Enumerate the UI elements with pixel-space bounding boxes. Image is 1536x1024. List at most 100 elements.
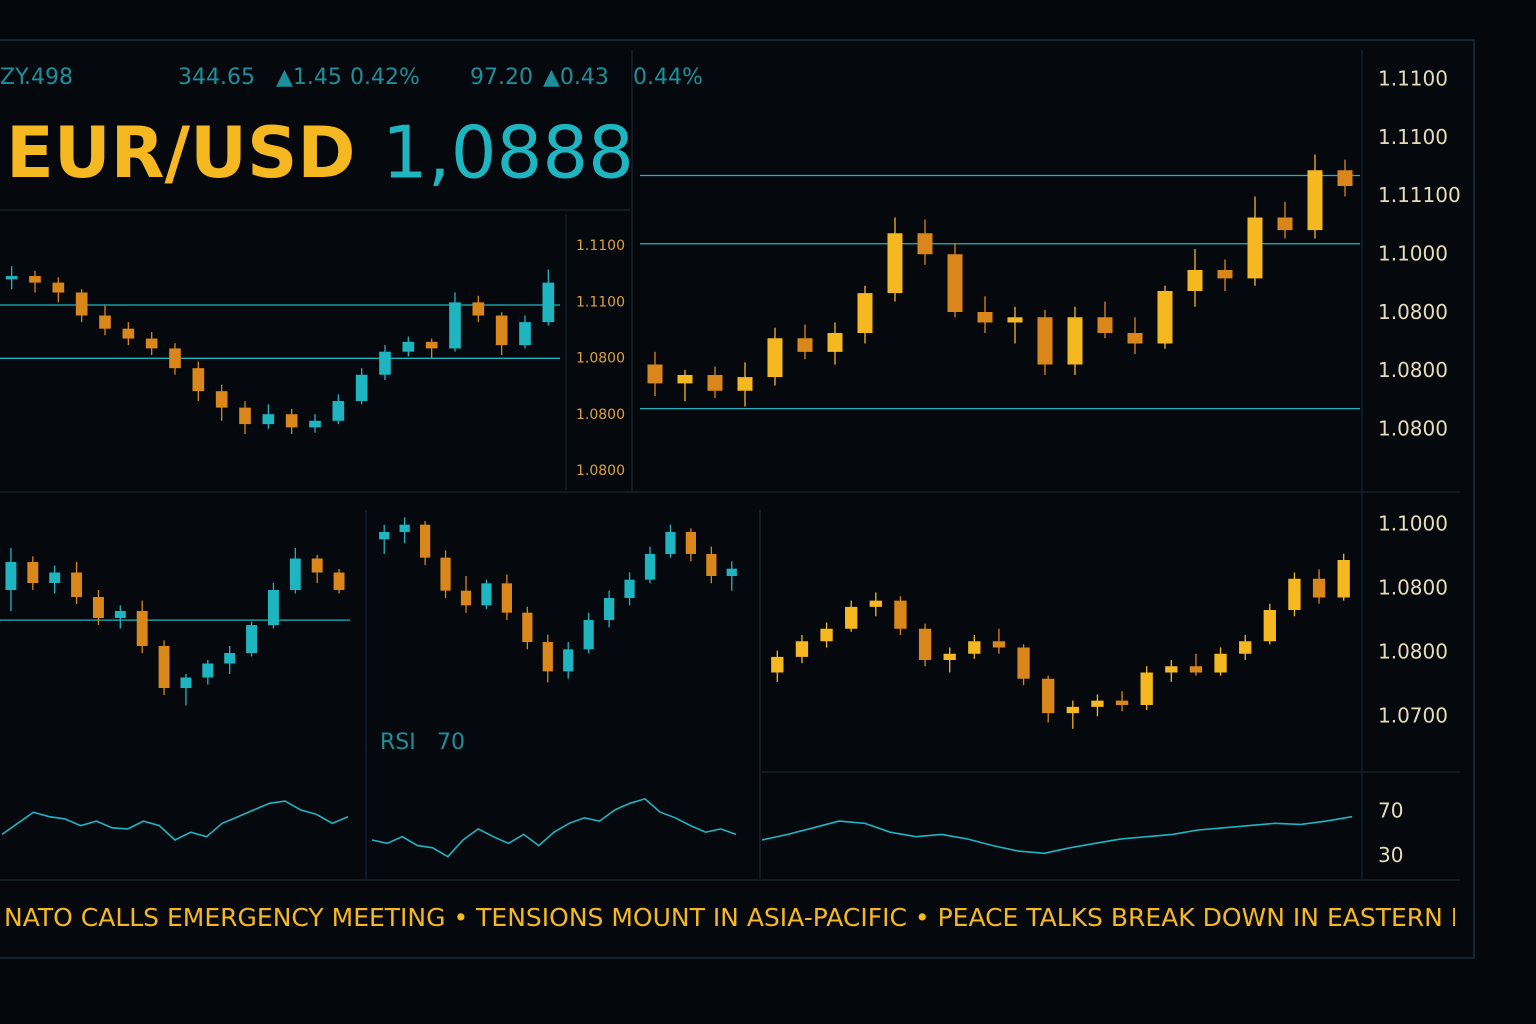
y-tick-label: 70 <box>1378 799 1403 823</box>
candle-body <box>542 282 555 323</box>
candle-body <box>887 233 903 294</box>
candle-body <box>647 364 663 384</box>
axis-label: 1.0800 <box>1378 358 1448 382</box>
candle-body <box>968 641 981 654</box>
candle-body <box>707 375 723 391</box>
candle-body <box>917 233 933 255</box>
candle-body <box>737 377 753 391</box>
candle-body <box>1307 170 1323 231</box>
candle-body <box>114 611 126 618</box>
candle-body <box>706 554 717 576</box>
candle-body <box>797 338 813 352</box>
candle-body <box>289 558 301 590</box>
candle-body <box>311 558 323 573</box>
candle-body <box>379 532 390 540</box>
candle-body <box>771 656 784 673</box>
candle-body <box>947 254 963 312</box>
candle-body <box>1067 317 1083 365</box>
price: 1,0888 <box>382 111 634 195</box>
axis-label: 1.0700 <box>1378 704 1448 728</box>
axis-label: 1.0800 <box>576 351 625 367</box>
candle-body <box>215 391 228 408</box>
candle-body <box>52 282 65 293</box>
candle-body <box>402 341 415 352</box>
candle-body <box>449 302 461 349</box>
candle-body <box>1263 610 1276 642</box>
ticker-item: ▲0.43 <box>543 65 609 90</box>
candle-body <box>677 375 693 384</box>
candle-body <box>71 572 83 597</box>
candle-body <box>1288 578 1301 610</box>
axis-label: 1.0800 <box>576 463 625 479</box>
candle-body <box>379 351 391 375</box>
candle-body <box>845 606 858 629</box>
candle-body <box>192 368 205 392</box>
rsi-title: RSI <box>380 730 416 755</box>
rsi-line <box>371 798 737 858</box>
candle-body <box>1097 317 1113 333</box>
candle-body <box>918 628 932 660</box>
ticker-item: 97.20 <box>470 65 533 90</box>
candle-body <box>1165 666 1178 673</box>
axis-label: 1.0800 <box>1378 640 1448 664</box>
candle-body <box>869 600 882 607</box>
candle-body <box>420 524 431 558</box>
candle-body <box>665 532 676 554</box>
axis-label: 1.0800 <box>1378 576 1448 600</box>
candle-body <box>333 572 345 590</box>
candle-body <box>1115 700 1129 705</box>
axis-label: 1.0800 <box>1378 300 1448 324</box>
candle-body <box>583 620 594 650</box>
ticker-item: ▲1.45 <box>276 65 342 90</box>
candle-body <box>29 276 41 283</box>
candle-body <box>440 557 451 591</box>
candle-body <box>992 641 1006 648</box>
candle-body <box>145 338 158 349</box>
candle-body <box>644 554 656 580</box>
candle-body <box>5 562 17 590</box>
axis-label: 1.0800 <box>576 407 625 423</box>
candle-body <box>1214 653 1227 673</box>
candle-body <box>894 600 907 629</box>
candle-body <box>1127 333 1143 344</box>
candle-body <box>943 653 956 660</box>
candle-body <box>1140 672 1153 705</box>
candle-body <box>285 414 298 428</box>
candle-body <box>1037 317 1053 365</box>
candle-body <box>202 663 214 678</box>
symbol: EUR/USD <box>6 112 356 194</box>
candle-body <box>332 401 345 421</box>
candle-body <box>246 625 258 653</box>
candle-body <box>977 312 993 323</box>
candle-body <box>795 641 809 657</box>
y-tick-label: 30 <box>1378 843 1403 867</box>
candle-body <box>767 338 783 378</box>
candle-body <box>1091 700 1104 707</box>
candle-body <box>542 642 553 672</box>
ticker-item: 0.42% <box>350 65 420 90</box>
axis-label: 1.0800 <box>1378 417 1448 441</box>
candle-body <box>1042 678 1055 714</box>
candle-body <box>820 628 833 642</box>
candle-body <box>827 333 843 352</box>
candle-body <box>1277 217 1293 231</box>
candle-body <box>158 646 170 688</box>
axis-label: 1.1100 <box>576 294 625 310</box>
candle-body <box>309 420 321 428</box>
monitor-frame <box>0 39 1475 959</box>
candle-body <box>624 579 635 598</box>
candle-body <box>1189 666 1203 673</box>
ticker-item: 344.65 <box>178 65 255 90</box>
candle-body <box>136 611 148 646</box>
candle-body <box>1247 217 1263 279</box>
candle-body <box>75 292 88 316</box>
candle-body <box>1337 560 1350 598</box>
candle-body <box>262 414 275 425</box>
panel-dividers <box>0 50 1460 881</box>
candle-body <box>99 315 111 329</box>
axis-label: 1.1000 <box>1378 242 1448 266</box>
candle-body <box>495 315 508 346</box>
candle-body <box>685 532 696 554</box>
rsi-line <box>1 800 349 841</box>
